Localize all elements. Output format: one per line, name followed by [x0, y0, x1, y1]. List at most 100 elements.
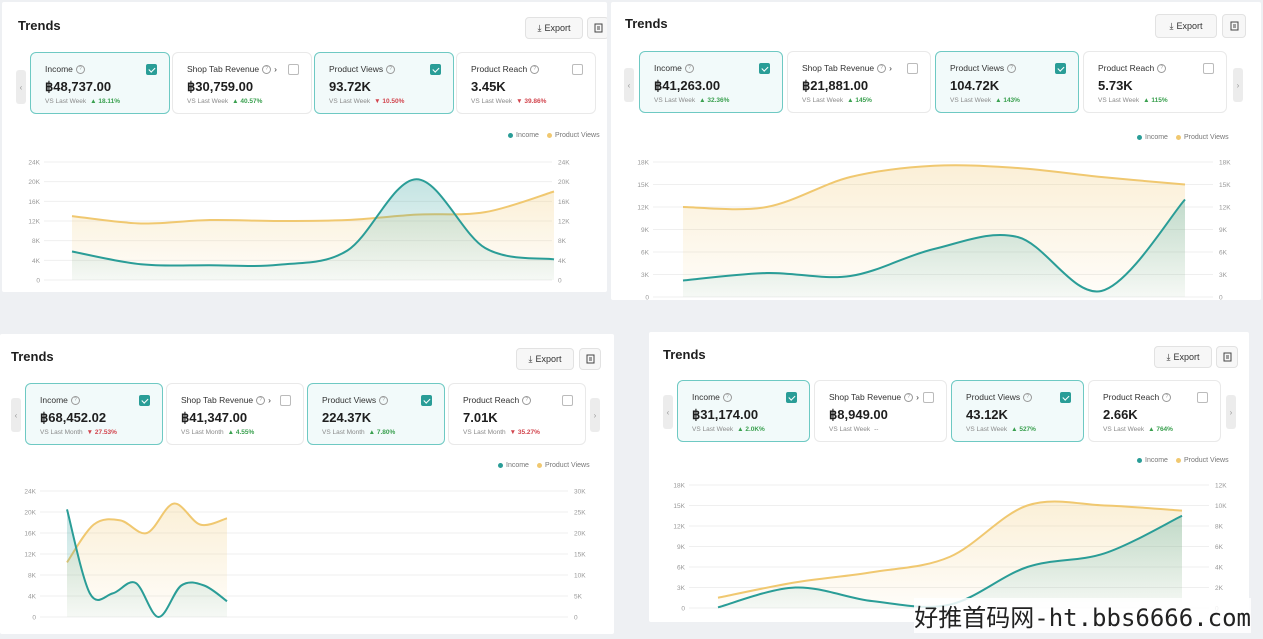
series-line-product-views[interactable]	[717, 500, 1183, 599]
document-button[interactable]	[587, 17, 607, 39]
scroll-right-button[interactable]: ›	[590, 398, 600, 432]
card-checkbox[interactable]	[1197, 392, 1208, 403]
help-icon[interactable]: ?	[1007, 63, 1017, 73]
card-value: 224.37K	[322, 410, 372, 425]
change-value: ▲ 764%	[1148, 426, 1173, 433]
metric-card-product-reach[interactable]: Product Reach? 5.73K VS Last Week ▲ 115%	[1083, 51, 1227, 113]
card-checkbox[interactable]	[923, 392, 934, 403]
y-tick-right: 4K	[1215, 565, 1224, 572]
legend-product-views[interactable]: Product Views	[1175, 134, 1229, 141]
card-comparison: VS Last Month ▲ 4.55%	[181, 429, 255, 436]
scroll-right-button[interactable]: ›	[1226, 395, 1236, 429]
card-comparison: VS Last Week ▼ 39.86%	[471, 98, 547, 105]
card-checkbox[interactable]	[280, 395, 291, 406]
help-icon[interactable]: ?	[256, 395, 266, 405]
help-icon[interactable]: ?	[386, 64, 396, 74]
card-label: Shop Tab Revenue? ›	[181, 395, 271, 405]
help-icon[interactable]: ?	[877, 63, 887, 73]
metric-card-product-views[interactable]: Product Views? 43.12K VS Last Week ▲ 527%	[951, 380, 1084, 442]
scroll-left-button[interactable]: ‹	[663, 395, 673, 429]
help-icon[interactable]: ?	[70, 395, 80, 405]
document-button[interactable]	[1216, 346, 1238, 368]
more-icon[interactable]: ›	[274, 64, 277, 74]
card-comparison: VS Last Week ▲ 18.11%	[45, 98, 121, 105]
legend-product-views[interactable]: Product Views	[536, 462, 590, 469]
legend-income[interactable]: Income	[508, 132, 539, 139]
help-icon[interactable]: ?	[75, 64, 85, 74]
series-line-product-views[interactable]	[66, 502, 228, 563]
more-icon[interactable]: ›	[268, 395, 271, 405]
card-checkbox[interactable]	[759, 63, 770, 74]
y-tick-left: 16K	[28, 199, 40, 206]
scroll-left-button[interactable]: ‹	[16, 70, 26, 104]
metric-card-income[interactable]: Income? ฿31,174.00 VS Last Week ▲ 2.0K%	[677, 380, 810, 442]
y-tick-left: 0	[32, 615, 36, 622]
export-button[interactable]: ⤓ Export	[1155, 14, 1217, 38]
help-icon[interactable]: ?	[530, 64, 540, 74]
document-button[interactable]	[1222, 14, 1246, 38]
y-tick-right: 10K	[574, 573, 586, 580]
card-checkbox[interactable]	[786, 392, 797, 403]
card-checkbox[interactable]	[430, 64, 441, 75]
y-tick-right: 3K	[1219, 272, 1228, 279]
help-icon[interactable]: ?	[1157, 63, 1167, 73]
card-checkbox[interactable]	[1055, 63, 1066, 74]
metric-card-shop-tab-revenue[interactable]: Shop Tab Revenue? › ฿21,881.00 VS Last Week…	[787, 51, 931, 113]
help-icon[interactable]: ?	[379, 395, 389, 405]
scroll-right-button[interactable]: ›	[1233, 68, 1243, 102]
series-line-income[interactable]	[682, 198, 1186, 293]
export-button[interactable]: ⤓ Export	[1154, 346, 1212, 368]
help-icon[interactable]: ?	[522, 395, 532, 405]
card-comparison: VS Last Month ▲ 7.80%	[322, 429, 396, 436]
metric-card-product-views[interactable]: Product Views? 104.72K VS Last Week ▲ 143%	[935, 51, 1079, 113]
y-tick-right: 18K	[1219, 160, 1231, 167]
card-checkbox[interactable]	[562, 395, 573, 406]
more-icon[interactable]: ›	[916, 392, 919, 402]
help-icon[interactable]: ?	[1162, 392, 1172, 402]
legend-product-views[interactable]: Product Views	[1175, 457, 1229, 464]
change-value: ▼ 35.27%	[509, 429, 540, 436]
scroll-left-button[interactable]: ‹	[624, 68, 634, 102]
series-line-income[interactable]	[71, 178, 555, 268]
metric-card-product-reach[interactable]: Product Reach? 3.45K VS Last Week ▼ 39.86%	[456, 52, 596, 114]
help-icon[interactable]: ?	[262, 64, 272, 74]
metric-card-product-reach[interactable]: Product Reach? 7.01K VS Last Month ▼ 35.27%	[448, 383, 586, 445]
metric-card-product-views[interactable]: Product Views? 224.37K VS Last Month ▲ 7.80…	[307, 383, 445, 445]
metric-card-income[interactable]: Income? ฿68,452.02 VS Last Month ▼ 27.53%	[25, 383, 163, 445]
metric-card-shop-tab-revenue[interactable]: Shop Tab Revenue? › ฿41,347.00 VS Last Mont…	[166, 383, 304, 445]
card-checkbox[interactable]	[1060, 392, 1071, 403]
card-checkbox[interactable]	[1203, 63, 1214, 74]
metric-card-income[interactable]: Income? ฿48,737.00 VS Last Week ▲ 18.11%	[30, 52, 170, 114]
card-checkbox[interactable]	[146, 64, 157, 75]
legend-income[interactable]: Income	[1137, 457, 1168, 464]
y-tick-right: 10K	[1215, 503, 1227, 510]
series-line-income[interactable]	[66, 509, 228, 618]
scroll-left-button[interactable]: ‹	[11, 398, 21, 432]
help-icon[interactable]: ?	[904, 392, 914, 402]
help-icon[interactable]: ?	[1023, 392, 1033, 402]
metric-card-product-views[interactable]: Product Views? 93.72K VS Last Week ▼ 10.50%	[314, 52, 454, 114]
export-button[interactable]: ⤓ Export	[525, 17, 583, 39]
legend-product-views[interactable]: Product Views	[546, 132, 600, 139]
help-icon[interactable]: ?	[684, 63, 694, 73]
document-button[interactable]	[579, 348, 601, 370]
legend-income[interactable]: Income	[1137, 134, 1168, 141]
series-line-product-views[interactable]	[71, 190, 555, 225]
series-line-product-views[interactable]	[682, 164, 1186, 211]
card-checkbox[interactable]	[572, 64, 583, 75]
card-checkbox[interactable]	[907, 63, 918, 74]
more-icon[interactable]: ›	[889, 63, 892, 73]
card-checkbox[interactable]	[288, 64, 299, 75]
export-button[interactable]: ⤓ Export	[516, 348, 574, 370]
metric-card-income[interactable]: Income? ฿41,263.00 VS Last Week ▲ 32.36%	[639, 51, 783, 113]
legend-income[interactable]: Income	[498, 462, 529, 469]
card-comparison: VS Last Week ▼ 10.50%	[329, 98, 405, 105]
metric-card-product-reach[interactable]: Product Reach? 2.66K VS Last Week ▲ 764%	[1088, 380, 1221, 442]
metric-card-shop-tab-revenue[interactable]: Shop Tab Revenue? › ฿8,949.00 VS Last Week -…	[814, 380, 947, 442]
card-label: Product Reach?	[463, 395, 532, 405]
metric-card-shop-tab-revenue[interactable]: Shop Tab Revenue? › ฿30,759.00 VS Last Week…	[172, 52, 312, 114]
help-icon[interactable]: ?	[722, 392, 732, 402]
card-checkbox[interactable]	[421, 395, 432, 406]
card-checkbox[interactable]	[139, 395, 150, 406]
card-label: Product Reach?	[1103, 392, 1172, 402]
